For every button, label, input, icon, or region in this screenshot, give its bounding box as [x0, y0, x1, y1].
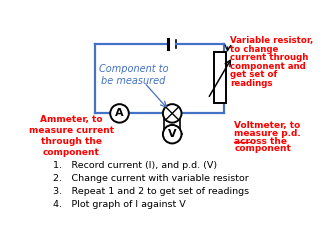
Text: A: A: [115, 108, 124, 118]
Text: across the: across the: [234, 137, 287, 145]
Text: 3. Repeat 1 and 2 to get set of readings: 3. Repeat 1 and 2 to get set of readings: [53, 187, 249, 196]
Text: 2. Change current with variable resistor: 2. Change current with variable resistor: [53, 174, 249, 183]
Text: to change: to change: [230, 45, 279, 54]
Text: component and: component and: [230, 62, 306, 71]
Circle shape: [163, 104, 181, 123]
Text: current through: current through: [230, 53, 309, 62]
Text: get set of: get set of: [230, 70, 278, 79]
Text: readings: readings: [230, 79, 273, 88]
Text: V: V: [168, 129, 176, 139]
Text: component: component: [234, 144, 291, 153]
Text: Variable resistor,: Variable resistor,: [230, 36, 314, 45]
Text: 1. Record current (I), and p.d. (V): 1. Record current (I), and p.d. (V): [53, 161, 217, 170]
Circle shape: [163, 125, 181, 143]
Text: Component to
be measured: Component to be measured: [99, 64, 168, 86]
Text: 4. Plot graph of I against V: 4. Plot graph of I against V: [53, 200, 185, 209]
Circle shape: [110, 104, 129, 123]
Text: measure p.d.: measure p.d.: [234, 129, 301, 138]
Text: Voltmeter, to: Voltmeter, to: [234, 121, 300, 130]
Bar: [214, 52, 226, 103]
Text: Ammeter, to
measure current
through the
component: Ammeter, to measure current through the …: [29, 115, 114, 157]
